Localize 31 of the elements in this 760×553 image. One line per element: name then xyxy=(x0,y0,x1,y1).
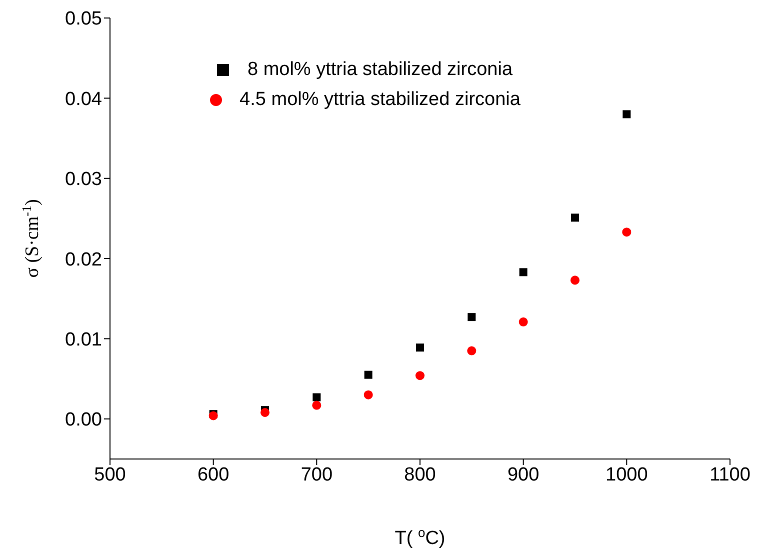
point xyxy=(519,268,528,276)
y-tick-label: 0.00 xyxy=(65,410,102,431)
point xyxy=(416,344,424,352)
x-tick-label: 600 xyxy=(197,464,230,486)
point xyxy=(518,317,528,326)
point xyxy=(260,408,270,417)
point xyxy=(622,110,631,118)
y-tick-label: 0.04 xyxy=(65,88,102,110)
x-tick-label: 1100 xyxy=(710,464,750,486)
x-tick-label: 500 xyxy=(94,464,126,486)
point xyxy=(571,214,579,222)
x-tick-label: 800 xyxy=(404,464,436,486)
y-tick-label: 0.05 xyxy=(65,8,102,30)
point xyxy=(622,228,632,237)
legend-label: 8 mol% yttria stabilized zirconia xyxy=(247,59,513,80)
point xyxy=(312,393,321,402)
y-tick-label: 0.03 xyxy=(65,169,102,190)
legend-label: 4.5 mol% yttria stabilized zirconia xyxy=(240,89,520,110)
x-tick-label: 1000 xyxy=(606,464,648,486)
point xyxy=(570,276,580,285)
x-axis-title: T( $^{o}$C) xyxy=(394,524,446,549)
y-tick-label: 0.01 xyxy=(65,329,102,350)
x-tick-label: 700 xyxy=(300,464,333,486)
point xyxy=(468,313,476,322)
point xyxy=(415,371,425,380)
y-tick-label: 0.02 xyxy=(65,249,102,270)
point xyxy=(364,390,373,400)
point xyxy=(364,370,372,379)
point xyxy=(312,400,322,410)
x-tick-label: 900 xyxy=(507,464,540,486)
point xyxy=(467,346,476,356)
